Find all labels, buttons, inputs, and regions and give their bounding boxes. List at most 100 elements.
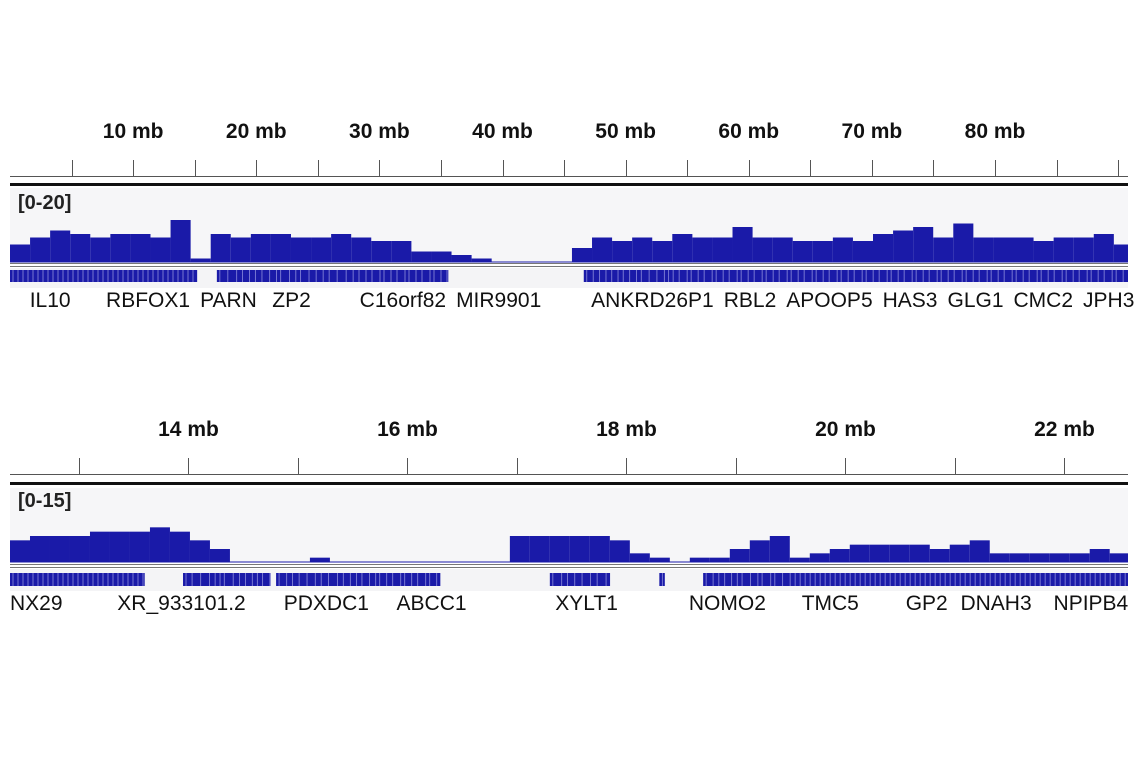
coverage-bar xyxy=(832,237,853,262)
gene-label[interactable]: TMC5 xyxy=(801,592,859,615)
ruler-tick-label: 40 mb xyxy=(472,120,533,143)
gene-label[interactable]: MIR9901 xyxy=(456,289,542,312)
gene-label[interactable]: C16orf82 xyxy=(359,289,447,312)
coverage-bar xyxy=(391,241,412,262)
coverage-bar xyxy=(873,234,894,262)
ruler-tick-label: 70 mb xyxy=(841,120,903,143)
gene-label[interactable]: ANKRD26P1 xyxy=(591,289,714,312)
gene-label[interactable]: NX29 xyxy=(10,592,63,615)
coverage-bar xyxy=(309,557,330,562)
track-separator xyxy=(10,266,1128,267)
coverage-bar xyxy=(1049,553,1070,562)
coverage-bar xyxy=(69,536,90,562)
coverage-bar xyxy=(993,237,1014,262)
coverage-bar xyxy=(1073,237,1094,262)
data-range-label: [0-20] xyxy=(18,192,72,214)
coverage-bar xyxy=(351,237,372,262)
ruler-tick xyxy=(188,458,190,474)
gene-label[interactable]: IL10 xyxy=(29,289,71,312)
gene-feature[interactable] xyxy=(216,270,449,282)
gene-label[interactable]: GP2 xyxy=(905,592,948,615)
gene-label[interactable]: ZP2 xyxy=(272,289,311,312)
coverage-bar xyxy=(109,531,130,562)
track-separator xyxy=(10,567,1128,568)
gene-label[interactable]: APOOP5 xyxy=(786,289,873,312)
coverage-bar xyxy=(431,251,452,262)
track-separator xyxy=(10,564,1128,565)
ruler-tick xyxy=(845,458,847,474)
gene-label[interactable]: JPH3 xyxy=(1083,289,1135,312)
coverage-bar xyxy=(929,549,950,562)
gene-label[interactable]: RBL2 xyxy=(723,289,777,312)
ruler-tick xyxy=(133,160,135,176)
ruler-tick-label: 14 mb xyxy=(158,418,219,441)
coverage-bar xyxy=(933,237,954,262)
coverage-bar xyxy=(130,234,151,262)
coverage-bar xyxy=(1033,241,1054,262)
coverage-bar xyxy=(569,536,590,562)
coverage-bar xyxy=(89,531,110,562)
gene-feature[interactable] xyxy=(183,573,271,586)
gene-feature[interactable] xyxy=(10,270,198,282)
coverage-bar xyxy=(789,557,810,562)
ruler-tick xyxy=(379,160,381,176)
coverage-bar xyxy=(250,234,271,262)
coverage-bar xyxy=(809,553,830,562)
coverage-bar xyxy=(290,237,312,262)
ruler-tick xyxy=(871,160,873,176)
gene-label[interactable]: DNAH3 xyxy=(960,592,1032,615)
gene-label[interactable]: NOMO2 xyxy=(688,592,766,615)
ruler-tick xyxy=(954,458,956,474)
coverage-bar xyxy=(411,251,432,262)
gene-label[interactable]: GLG1 xyxy=(947,289,1004,312)
coverage-bar xyxy=(889,544,910,562)
ruler-tick-label: 20 mb xyxy=(225,120,287,143)
ruler-tick xyxy=(933,160,935,176)
coverage-bar xyxy=(692,237,713,262)
ruler-tick xyxy=(502,160,504,176)
coverage-bar xyxy=(772,237,793,262)
gene-label[interactable]: RBFOX1 xyxy=(106,289,191,312)
gene-label[interactable]: HAS3 xyxy=(882,289,938,312)
coverage-bar xyxy=(752,237,773,262)
ruler-tick xyxy=(256,160,258,176)
gene-label[interactable]: CMC2 xyxy=(1013,289,1074,312)
ruler-tick xyxy=(626,458,628,474)
coverage-bar xyxy=(509,536,530,562)
gene-label[interactable]: PARN xyxy=(200,289,257,312)
coverage-bar xyxy=(50,230,71,262)
gene-label[interactable]: NPIPB4 xyxy=(1053,592,1129,615)
coverage-bar xyxy=(30,237,51,262)
gene-feature[interactable] xyxy=(583,270,1128,282)
ruler-tick xyxy=(407,458,409,474)
gene-label[interactable]: XYLT1 xyxy=(555,592,618,615)
coverage-bar xyxy=(529,536,550,562)
ruler-axis xyxy=(10,474,1128,475)
gene-label[interactable]: XR_933101.2 xyxy=(117,592,246,615)
gene-feature[interactable] xyxy=(549,573,611,586)
gene-feature[interactable] xyxy=(276,573,441,586)
coverage-bar xyxy=(589,536,610,562)
gene-feature[interactable] xyxy=(10,573,145,586)
ruler-tick xyxy=(297,458,299,474)
gene-label[interactable]: PDXDC1 xyxy=(283,592,369,615)
coverage-bar xyxy=(149,527,170,562)
coverage-bar xyxy=(1093,234,1114,262)
ruler-tick-label: 60 mb xyxy=(718,120,780,143)
coverage-bar xyxy=(549,536,570,562)
coverage-bar xyxy=(949,544,970,562)
gene-label[interactable]: ABCC1 xyxy=(396,592,467,615)
coverage-bar xyxy=(451,255,472,262)
coverage-bar xyxy=(612,241,633,262)
ruler-tick xyxy=(440,160,442,176)
ruler-tick xyxy=(735,458,737,474)
coverage-bar xyxy=(189,540,210,562)
ruler-axis xyxy=(10,176,1128,177)
coverage-bar xyxy=(129,531,150,562)
coverage-bar xyxy=(792,241,813,262)
gene-feature[interactable] xyxy=(703,573,1128,586)
coverage-bar xyxy=(592,237,613,262)
coverage-bar xyxy=(632,237,653,262)
coverage-bar xyxy=(49,536,70,562)
ruler-divider xyxy=(10,482,1128,485)
